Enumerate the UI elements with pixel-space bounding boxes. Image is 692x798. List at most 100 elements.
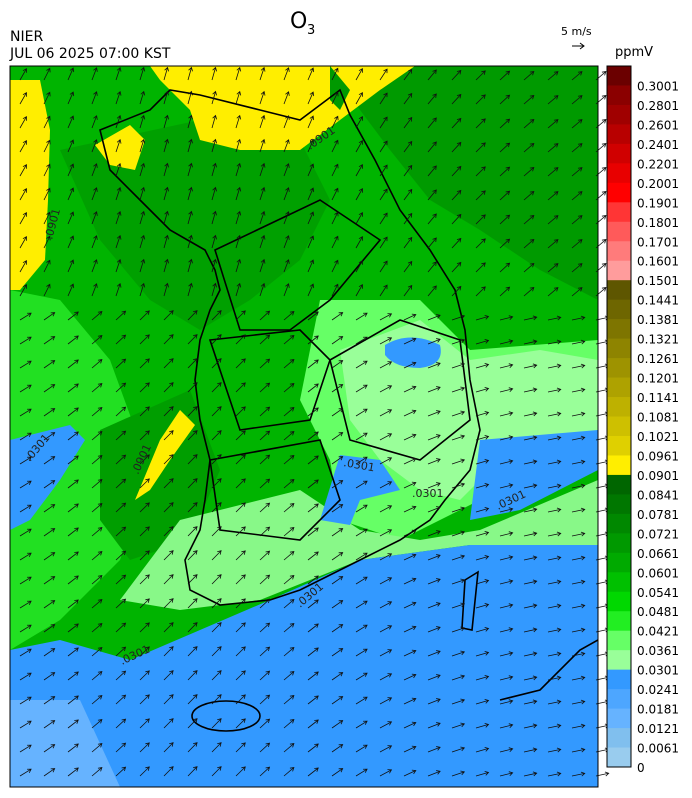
wind-arrow (187, 234, 193, 249)
wind-arrow (427, 482, 441, 489)
colorbar-label: 0.0481 (637, 605, 679, 619)
wind-arrow (235, 622, 246, 633)
wind-arrow (355, 672, 368, 681)
wind-arrow (331, 163, 339, 177)
wind-arrow (379, 409, 393, 417)
wind-arrow (259, 718, 271, 729)
wind-arrow (523, 579, 538, 585)
colorbar-swatch (607, 708, 631, 729)
colorbar-swatch (607, 241, 631, 262)
wind-arrow (307, 407, 319, 417)
wind-arrow (67, 311, 79, 321)
wind-arrow (379, 505, 393, 513)
wind-arrow (571, 723, 586, 729)
wind-arrow (451, 674, 466, 681)
wind-arrow (283, 407, 295, 417)
wind-arrow (139, 742, 150, 753)
wind-arrow (139, 162, 146, 177)
wind-arrow (19, 284, 27, 297)
wind-arrow (427, 314, 441, 321)
wind-arrow (19, 696, 32, 705)
wind-arrow (451, 746, 466, 753)
wind-arrow (139, 186, 146, 201)
wind-arrow (427, 674, 441, 681)
wind-arrow (547, 239, 559, 249)
wind-arrow (475, 626, 490, 633)
wind-arrow (91, 115, 98, 129)
colorbar-swatch (607, 572, 631, 593)
wind-arrow (331, 744, 344, 753)
wind-arrow (547, 555, 562, 561)
wind-arrow (403, 385, 417, 393)
colorbar-swatch (607, 533, 631, 554)
wind-arrow (283, 431, 295, 441)
wind-arrow (379, 625, 393, 633)
wind-arrow (403, 481, 417, 489)
wind-arrow (571, 95, 583, 105)
wind-arrow (139, 382, 150, 393)
wind-arrow (451, 362, 466, 369)
colorbar-swatch (607, 689, 631, 710)
wind-arrow (427, 237, 437, 249)
wind-arrow (259, 598, 271, 609)
wind-arrow (139, 234, 146, 249)
wind-arrow (379, 553, 393, 561)
wind-arrow (331, 67, 339, 81)
wind-arrow (499, 531, 514, 537)
wind-arrow (187, 598, 198, 609)
wind-arrow (355, 92, 363, 105)
wind-arrow (571, 191, 583, 201)
wind-arrow (355, 336, 368, 345)
wind-arrow (187, 478, 198, 489)
wind-arrow (67, 359, 79, 369)
wind-arrow (283, 259, 290, 273)
wind-arrow (523, 435, 538, 441)
colorbar-swatch (607, 591, 631, 612)
wind-arrow (139, 574, 150, 585)
wind-arrow (307, 551, 319, 561)
wind-arrow (355, 456, 368, 465)
wind-arrow (475, 118, 486, 129)
wind-arrow (43, 720, 56, 729)
wind-arrow (67, 187, 75, 201)
wind-arrow (67, 695, 79, 705)
wind-arrow (331, 456, 344, 465)
wind-arrow (403, 649, 417, 657)
colorbar-swatch (607, 182, 631, 203)
wind-arrow (115, 282, 122, 297)
wind-arrow (547, 747, 562, 753)
wind-arrow (475, 554, 490, 561)
wind-arrow (451, 698, 466, 705)
wind-arrow (451, 285, 462, 297)
wind-arrow (355, 384, 368, 393)
wind-arrow (379, 313, 393, 321)
wind-arrow (331, 528, 344, 537)
wind-arrow (379, 337, 393, 345)
wind-arrow (379, 68, 388, 81)
wind-arrow (547, 627, 562, 633)
wind-arrow (211, 234, 217, 249)
colorbar-label: 0.0841 (637, 488, 679, 502)
wind-arrow (379, 116, 388, 129)
wind-arrow (283, 743, 295, 753)
wind-arrow (115, 622, 127, 633)
wind-arrow (19, 140, 27, 153)
colorbar-swatch (607, 513, 631, 534)
wind-arrow (451, 482, 466, 489)
wind-arrow (91, 91, 98, 105)
wind-arrow (43, 312, 56, 321)
wind-arrow (427, 530, 441, 537)
wind-arrow (547, 723, 562, 729)
wind-arrow (235, 162, 242, 177)
wind-arrow (523, 603, 538, 609)
wind-arrow (187, 646, 198, 657)
wind-arrow (43, 283, 51, 297)
wind-arrow (139, 598, 150, 609)
wind-arrow (499, 627, 514, 633)
wind-arrow (163, 622, 174, 633)
wind-arrow (235, 670, 246, 681)
wind-arrow (379, 745, 393, 753)
colorbar-label: 0.0961 (637, 449, 679, 463)
wind-arrow (43, 163, 51, 177)
